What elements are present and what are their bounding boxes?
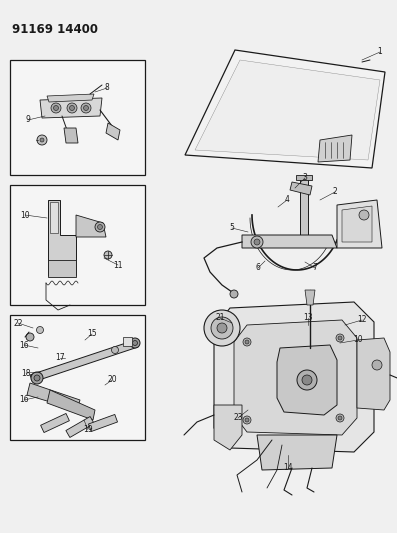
- Text: 3: 3: [303, 174, 307, 182]
- Circle shape: [338, 336, 342, 340]
- Text: 15: 15: [87, 329, 97, 338]
- Polygon shape: [342, 206, 372, 242]
- Circle shape: [204, 310, 240, 346]
- Circle shape: [112, 346, 118, 353]
- Circle shape: [359, 210, 369, 220]
- Polygon shape: [257, 435, 337, 470]
- Polygon shape: [76, 215, 106, 237]
- Polygon shape: [242, 235, 337, 248]
- Circle shape: [54, 106, 58, 110]
- Circle shape: [133, 341, 137, 345]
- Polygon shape: [296, 175, 312, 180]
- Polygon shape: [185, 50, 385, 168]
- Circle shape: [69, 106, 75, 110]
- Polygon shape: [214, 405, 242, 450]
- Circle shape: [254, 239, 260, 245]
- Bar: [10, 315, 145, 440]
- Text: 8: 8: [105, 84, 110, 93]
- Polygon shape: [337, 200, 382, 248]
- Circle shape: [40, 138, 44, 142]
- Circle shape: [336, 334, 344, 342]
- Circle shape: [37, 327, 44, 334]
- Polygon shape: [234, 320, 357, 435]
- Polygon shape: [290, 182, 312, 195]
- Circle shape: [245, 340, 249, 344]
- Text: 6: 6: [256, 263, 260, 272]
- Polygon shape: [48, 200, 76, 275]
- Bar: [10, 60, 145, 175]
- Polygon shape: [50, 202, 58, 233]
- Text: 23: 23: [233, 414, 243, 423]
- Polygon shape: [89, 415, 118, 432]
- Circle shape: [83, 106, 89, 110]
- Text: 5: 5: [229, 223, 235, 232]
- Text: 22: 22: [13, 319, 23, 327]
- Circle shape: [211, 317, 233, 339]
- Polygon shape: [64, 128, 78, 143]
- Polygon shape: [66, 416, 94, 438]
- Circle shape: [37, 135, 47, 145]
- Text: 16: 16: [19, 341, 29, 350]
- Text: 10: 10: [353, 335, 363, 344]
- Polygon shape: [106, 123, 120, 140]
- Circle shape: [338, 416, 342, 420]
- Bar: [10, 185, 145, 305]
- Polygon shape: [318, 135, 352, 162]
- Polygon shape: [214, 302, 374, 452]
- Polygon shape: [300, 178, 308, 235]
- Text: 16: 16: [19, 395, 29, 405]
- Polygon shape: [47, 390, 95, 420]
- Circle shape: [67, 103, 77, 113]
- Polygon shape: [47, 94, 94, 102]
- Circle shape: [230, 290, 238, 298]
- Circle shape: [302, 375, 312, 385]
- Text: 9: 9: [25, 116, 31, 125]
- Polygon shape: [357, 338, 390, 410]
- Circle shape: [81, 103, 91, 113]
- Polygon shape: [48, 260, 76, 277]
- Polygon shape: [40, 98, 102, 118]
- Polygon shape: [40, 414, 69, 433]
- Polygon shape: [305, 290, 315, 305]
- Circle shape: [130, 338, 140, 348]
- Text: 1: 1: [378, 47, 382, 56]
- Circle shape: [251, 236, 263, 248]
- Text: 11: 11: [113, 261, 123, 270]
- Polygon shape: [277, 345, 337, 415]
- Circle shape: [217, 323, 227, 333]
- Circle shape: [104, 251, 112, 259]
- Text: 2: 2: [333, 188, 337, 197]
- Circle shape: [243, 338, 251, 346]
- Polygon shape: [27, 383, 80, 410]
- Circle shape: [372, 360, 382, 370]
- Polygon shape: [195, 60, 380, 160]
- Text: 21: 21: [215, 313, 225, 322]
- Text: 18: 18: [21, 368, 31, 377]
- Circle shape: [243, 416, 251, 424]
- Text: 12: 12: [357, 316, 367, 325]
- Circle shape: [336, 414, 344, 422]
- Text: 4: 4: [285, 196, 289, 205]
- Text: 19: 19: [83, 425, 93, 434]
- Text: 20: 20: [107, 376, 117, 384]
- Text: 13: 13: [303, 313, 313, 322]
- Text: 14: 14: [283, 464, 293, 472]
- Text: 10: 10: [20, 211, 30, 220]
- Circle shape: [31, 372, 43, 384]
- Circle shape: [98, 224, 102, 230]
- Text: 7: 7: [312, 263, 318, 272]
- Bar: [123, 337, 132, 346]
- Circle shape: [245, 418, 249, 422]
- Circle shape: [297, 370, 317, 390]
- Text: 17: 17: [55, 353, 65, 362]
- Polygon shape: [30, 340, 138, 382]
- Text: 91169 14400: 91169 14400: [12, 23, 98, 36]
- Circle shape: [51, 103, 61, 113]
- Circle shape: [95, 222, 105, 232]
- Circle shape: [34, 375, 40, 381]
- Circle shape: [26, 333, 34, 341]
